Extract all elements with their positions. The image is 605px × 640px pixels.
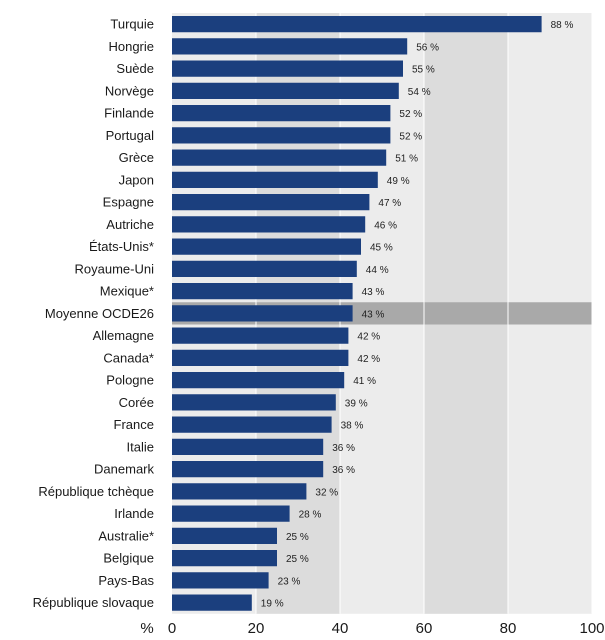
value-label: 49 % <box>387 176 410 187</box>
bar <box>172 372 345 389</box>
value-label: 46 % <box>374 220 397 231</box>
value-label: 25 % <box>286 532 309 543</box>
bar <box>172 194 370 211</box>
category-label: Norvège <box>105 83 154 98</box>
value-label: 43 % <box>362 287 385 298</box>
bar <box>172 260 357 277</box>
value-label: 36 % <box>332 443 355 454</box>
category-label: Grèce <box>119 150 154 165</box>
category-label: Portugal <box>106 128 155 143</box>
value-label: 39 % <box>345 398 368 409</box>
value-label: 51 % <box>395 154 418 165</box>
bar <box>172 171 378 188</box>
category-label: Royaume-Uni <box>75 261 155 276</box>
bar <box>172 216 366 233</box>
bar <box>172 572 269 589</box>
category-label: Pays-Bas <box>98 573 154 588</box>
value-label: 52 % <box>399 109 422 120</box>
value-label: 32 % <box>315 487 338 498</box>
category-label: Belgique <box>103 551 154 566</box>
category-label: Irlande <box>114 506 154 521</box>
value-label: 88 % <box>551 20 574 31</box>
value-label: 43 % <box>362 309 385 320</box>
category-label: Espagne <box>103 195 154 210</box>
bar <box>172 550 277 567</box>
bar <box>172 127 391 144</box>
bar <box>172 238 361 255</box>
x-axis-unit-label: % <box>140 620 153 637</box>
value-label: 55 % <box>412 65 435 76</box>
category-label: États-Unis* <box>89 239 154 254</box>
value-label: 56 % <box>416 42 439 53</box>
bar <box>172 461 324 478</box>
value-label: 41 % <box>353 376 376 387</box>
x-tick-label: 60 <box>416 620 433 637</box>
x-tick-label: 80 <box>500 620 517 637</box>
value-label: 25 % <box>286 554 309 565</box>
category-label: Pologne <box>106 373 154 388</box>
category-label: Turquie <box>110 17 154 32</box>
value-label: 42 % <box>357 354 380 365</box>
category-label: République tchèque <box>38 484 154 499</box>
value-label: 36 % <box>332 465 355 476</box>
category-label: Autriche <box>106 217 154 232</box>
category-label: Allemagne <box>93 328 154 343</box>
bar <box>172 16 542 33</box>
category-label: République slovaque <box>33 595 154 610</box>
category-label: Italie <box>127 439 154 454</box>
bar <box>172 438 324 455</box>
value-label: 23 % <box>278 576 301 587</box>
category-label: Mexique* <box>100 284 154 299</box>
value-label: 47 % <box>378 198 401 209</box>
value-labels: 88 % 56 % 55 % 54 % 52 % 52 % 51 % 49 % 47 % 46 %… <box>261 20 574 610</box>
value-label: 52 % <box>399 131 422 142</box>
category-label: Canada* <box>103 350 154 365</box>
x-tick-label: 0 <box>168 620 176 637</box>
x-tick-label: 40 <box>332 620 349 637</box>
bar <box>172 394 336 411</box>
category-label: Japon <box>119 172 154 187</box>
category-labels: Turquie Hongrie Suède Norvège Finlande Portug… <box>33 17 155 611</box>
bar <box>172 416 332 433</box>
value-label: 54 % <box>408 87 431 98</box>
bar <box>172 82 399 99</box>
value-label: 45 % <box>370 243 393 254</box>
value-label: 28 % <box>299 510 322 521</box>
bar <box>172 527 277 544</box>
value-label: 42 % <box>357 332 380 343</box>
bar <box>172 149 387 166</box>
category-label: Danemark <box>94 462 154 477</box>
bars <box>172 16 542 611</box>
category-label: Australie* <box>98 528 154 543</box>
bar <box>172 505 290 522</box>
bar <box>172 38 408 55</box>
bar <box>172 60 403 77</box>
x-tick-label: 100 <box>579 620 604 637</box>
value-label: 44 % <box>366 265 389 276</box>
value-label: 38 % <box>341 421 364 432</box>
x-axis: % 0 20 40 60 80 100 <box>140 620 604 637</box>
x-tick-label: 20 <box>248 620 265 637</box>
bar <box>172 327 349 344</box>
bar <box>172 105 391 122</box>
category-label: Finlande <box>104 106 154 121</box>
category-label: Hongrie <box>108 39 154 54</box>
category-label: Suède <box>116 61 154 76</box>
bar <box>172 594 252 611</box>
category-label: Corée <box>119 395 154 410</box>
value-label: 19 % <box>261 599 284 610</box>
bar <box>172 483 307 500</box>
bar <box>172 349 349 366</box>
bar <box>172 283 353 300</box>
category-label: France <box>114 417 154 432</box>
category-label: Moyenne OCDE26 <box>45 306 154 321</box>
bar <box>172 305 353 322</box>
